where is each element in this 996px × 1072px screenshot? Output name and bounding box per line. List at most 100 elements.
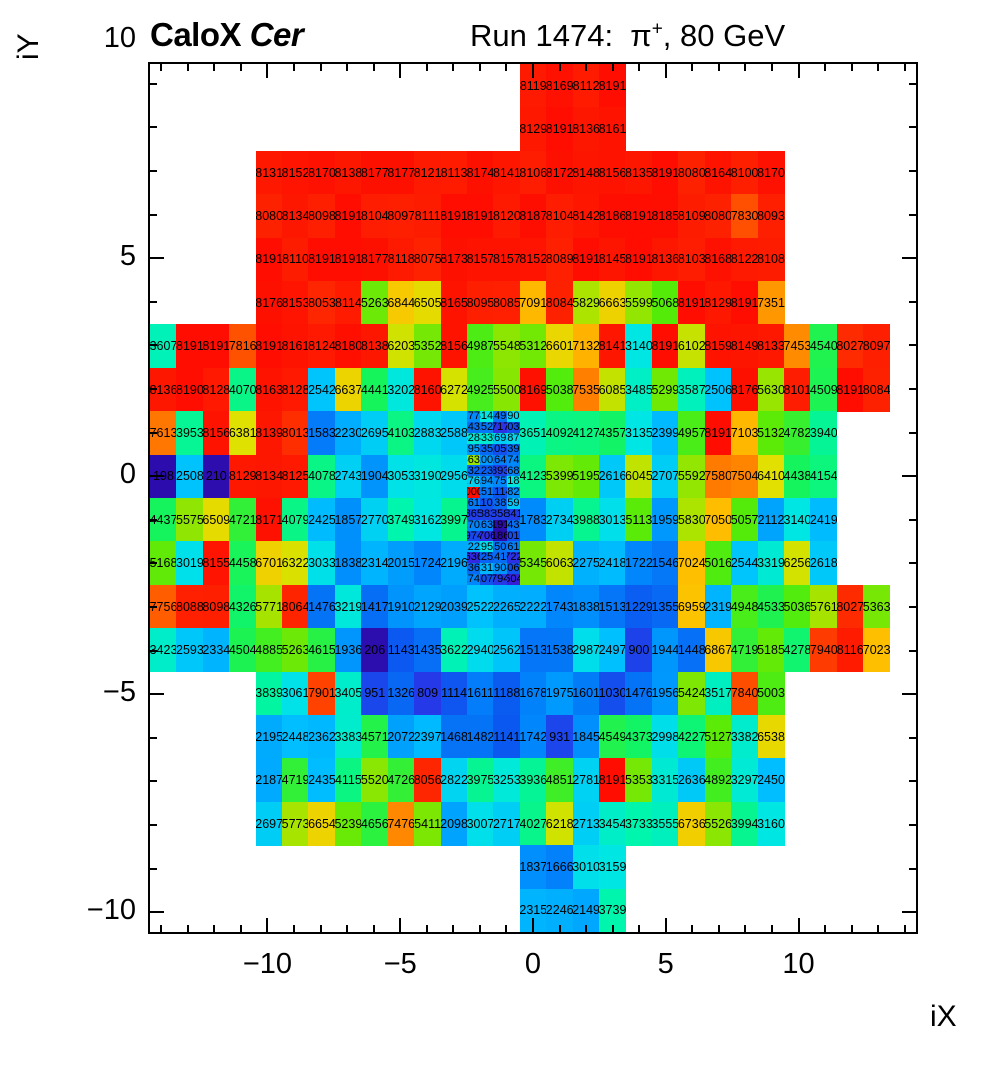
heatmap-cell: 3297 (731, 758, 759, 803)
heatmap-cell: 8136 (572, 107, 600, 152)
heatmap-cell: 8128 (202, 367, 230, 412)
heatmap-cell: 4092 (546, 411, 574, 456)
heatmap-cell: 7132 (572, 324, 600, 369)
heatmap-cell: 8152 (519, 237, 547, 282)
axis-tick (585, 62, 588, 71)
heatmap-cell: 8106 (519, 150, 547, 195)
heatmap-cell: 4504 (229, 628, 257, 673)
axis-tick (877, 925, 880, 934)
heatmap-cell: 2419 (810, 498, 838, 542)
heatmap-cell: 8172 (546, 150, 574, 195)
heatmap-cell: 2448 (282, 715, 310, 759)
heatmap-cell: 5353 (625, 758, 653, 803)
heatmap-cell: 3839 (255, 671, 283, 716)
axis-tick (638, 925, 641, 934)
heatmap-cell: 7840 (731, 671, 759, 716)
heatmap-subcell: 1359 (480, 443, 494, 456)
heatmap-cell: 8095 (466, 281, 494, 325)
axis-tick (770, 925, 773, 934)
heatmap-cell: 7816 (229, 324, 257, 369)
heatmap-cell: 4987 (466, 324, 494, 369)
heatmap-cell: 3423 (150, 628, 177, 673)
heatmap-cell: 2039 (440, 584, 468, 629)
axis-tick (611, 62, 614, 71)
axis-tick (266, 918, 269, 934)
heatmap-cell: 2707 (651, 454, 679, 499)
heatmap-cell: 2956 (440, 454, 468, 499)
heatmap-cell: 8131 (255, 150, 283, 195)
heatmap-subcell: 1954 (466, 443, 481, 456)
heatmap-cell: 2713 (572, 801, 600, 846)
heatmap-subcell: 841 (506, 508, 521, 521)
heatmap-cell: 1936 (334, 628, 362, 673)
heatmap-cell: 2522 (466, 584, 494, 629)
plot-frame (148, 62, 918, 934)
axis-tick (909, 562, 918, 565)
heatmap-cell: 8176 (255, 281, 283, 325)
heatmap-cell: 1666 (546, 845, 574, 890)
heatmap-cell: 3013 (599, 498, 627, 542)
heatmap-subcell: 1615 (466, 498, 481, 510)
axis-tick (824, 62, 827, 71)
heatmap-cell: 3219 (334, 584, 362, 629)
heatmap-cell: 8191 (546, 107, 574, 152)
heatmap-cell: 1229 (625, 584, 653, 629)
heatmap-cell: 4540 (810, 324, 838, 369)
axis-tick (909, 649, 918, 652)
heatmap-cell: 1845 (572, 715, 600, 759)
heatmap-cell: 3940 (810, 411, 838, 456)
channel-name: Cer (249, 16, 304, 53)
heatmap-cell: 6085 (599, 367, 627, 412)
heatmap-cell: 8124 (308, 324, 336, 369)
axis-tick (611, 925, 614, 934)
heatmap-cell: 3517 (704, 671, 732, 716)
heatmap-cell: 4719 (282, 758, 310, 803)
heatmap-cell: 5830 (678, 498, 706, 542)
heatmap-cell: 8170 (757, 150, 785, 195)
axis-tick (903, 925, 906, 934)
heatmap-cell: 4615 (308, 628, 336, 673)
heatmap-cell: 8186 (599, 194, 627, 239)
heatmap-cell: 8191 (334, 237, 362, 282)
heatmap-cell: 4458 (229, 541, 257, 586)
heatmap-cell: 7091 (519, 281, 547, 325)
heatmap-cell: 4441 (361, 367, 389, 412)
axis-tick (186, 62, 189, 71)
heatmap-cell: 8165 (440, 281, 468, 325)
heatmap-cell: 5113 (625, 498, 653, 542)
heatmap-cell: 4509 (810, 367, 838, 412)
heatmap-cell: 4079 (282, 498, 310, 542)
heatmap-cell: 5036 (783, 584, 811, 629)
heatmap-subcell: 1774 (466, 411, 481, 423)
axis-tick (239, 62, 242, 71)
heatmap-cell: 5630 (757, 367, 785, 412)
heatmap-cell: 8149 (731, 324, 759, 369)
heatmap-cell: 4851 (546, 758, 574, 803)
axis-tick (148, 606, 157, 608)
heatmap-cell: 8191 (836, 367, 864, 412)
x-tick-label: −5 (383, 948, 417, 980)
heatmap-cell: 2544 (731, 541, 759, 586)
heatmap-cell: 2636 (678, 758, 706, 803)
heatmap-cell: 3010 (572, 845, 600, 890)
heatmap-cell: 3315 (651, 758, 679, 803)
heatmap-cell: 2187 (255, 758, 283, 803)
heatmap-cell: 3994 (731, 801, 759, 846)
heatmap-cell: 3988 (572, 498, 600, 542)
heatmap-cell: 1468 (440, 715, 468, 759)
heatmap-cell: 8152 (282, 150, 310, 195)
heatmap-cell: 8142 (572, 194, 600, 239)
heatmap-subcell: 1685 (506, 465, 521, 477)
heatmap-cell: 6045 (625, 454, 653, 499)
heatmap-subcell: 1904 (493, 563, 508, 575)
heatmap-cell: 7901 (308, 671, 336, 716)
axis-tick (452, 925, 455, 934)
axis-tick (319, 62, 322, 71)
heatmap-subcell: 1436 (506, 519, 521, 532)
heatmap-cell: 8138 (361, 324, 389, 369)
heatmap-cell: 4078 (308, 454, 336, 499)
heatmap-cell: 3405 (334, 671, 362, 716)
y-tick-label: −5 (102, 676, 136, 709)
